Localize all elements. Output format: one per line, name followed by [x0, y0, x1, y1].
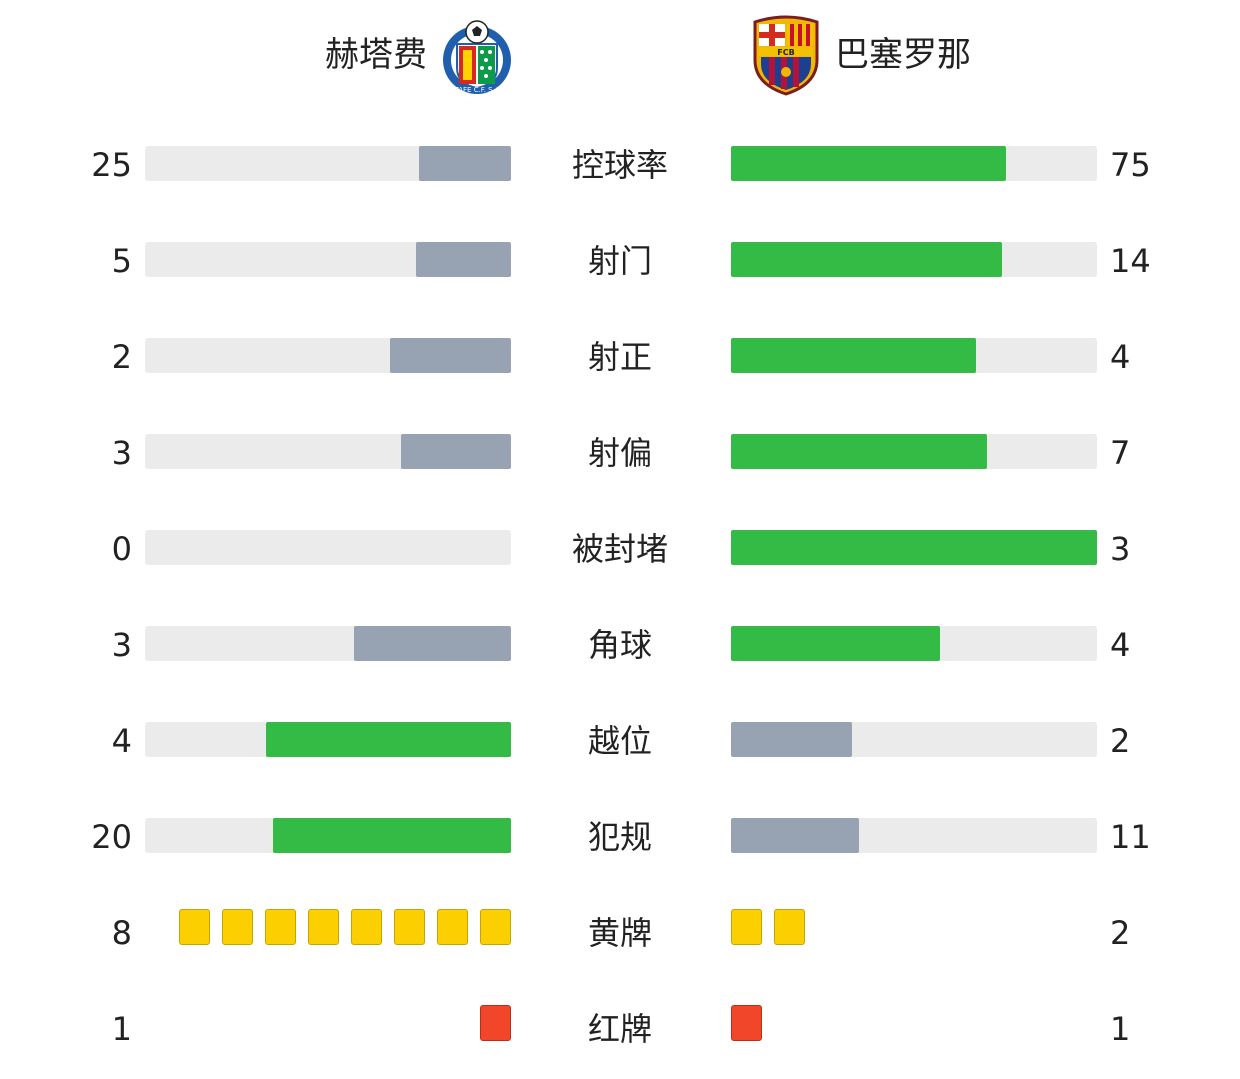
stat-row: 5 射门 14 [0, 211, 1240, 307]
home-stat-value: 3 [111, 626, 132, 664]
fc-barcelona-crest-icon: FCB [749, 14, 823, 96]
home-stat-bar-fill [401, 434, 511, 469]
stat-label: 控球率 [571, 146, 668, 184]
yellow-card-icon [480, 909, 511, 945]
home-stat-value: 25 [91, 146, 132, 184]
away-stat-value: 11 [1110, 818, 1151, 856]
yellow-card-icon [265, 909, 296, 945]
home-stat-bar-fill [266, 722, 511, 757]
home-team-name: 赫塔费 [325, 35, 427, 75]
away-stat-bar-fill [731, 818, 859, 853]
home-stat-bar [145, 242, 511, 277]
home-stat-bar-fill [419, 146, 511, 181]
away-red-card-count: 1 [1110, 1010, 1131, 1048]
stat-label: 角球 [587, 626, 652, 664]
match-header: 赫塔费 GETAFE C.F. S.A.D. [0, 0, 1240, 110]
home-stat-bar [145, 530, 511, 565]
home-stat-bar-fill [273, 818, 511, 853]
home-yellow-card-count: 8 [111, 914, 132, 952]
away-stat-bar [731, 722, 1097, 757]
yellow-card-icon [437, 909, 468, 945]
home-stat-value: 2 [111, 338, 132, 376]
away-stat-bar [731, 530, 1097, 565]
home-yellow-cards [179, 909, 511, 949]
red-card-row: 1 红牌 1 [0, 979, 1240, 1075]
away-stat-value: 75 [1110, 146, 1151, 184]
getafe-crest-icon: GETAFE C.F. S.A.D. [440, 18, 514, 96]
away-stat-bar-fill [731, 146, 1006, 181]
home-stat-bar-fill [416, 242, 511, 277]
red-card-icon [480, 1005, 511, 1041]
away-stat-bar [731, 242, 1097, 277]
away-yellow-card-count: 2 [1110, 914, 1131, 952]
stat-row: 25 控球率 75 [0, 115, 1240, 211]
stat-label: 越位 [587, 722, 652, 760]
home-stat-value: 20 [91, 818, 132, 856]
home-stat-value: 3 [111, 434, 132, 472]
home-stat-bar-fill [390, 338, 511, 373]
yellow-card-icon [394, 909, 425, 945]
away-stat-value: 14 [1110, 242, 1151, 280]
yellow-card-icon [308, 909, 339, 945]
yellow-card-icon [351, 909, 382, 945]
stat-row: 3 角球 4 [0, 595, 1240, 691]
away-yellow-cards [731, 909, 805, 949]
home-stat-bar [145, 338, 511, 373]
svg-text:GETAFE C.F. S.A.D.: GETAFE C.F. S.A.D. [445, 86, 510, 94]
home-stat-value: 5 [111, 242, 132, 280]
away-stat-bar-fill [731, 722, 852, 757]
yellow-card-icon [731, 909, 762, 945]
stat-label: 犯规 [587, 818, 652, 856]
away-stat-bar-fill [731, 338, 976, 373]
away-stat-bar [731, 146, 1097, 181]
away-stat-bar [731, 626, 1097, 661]
away-stat-value: 4 [1110, 338, 1131, 376]
stat-label: 被封堵 [571, 530, 668, 568]
stat-label: 射正 [587, 338, 652, 376]
away-stat-value: 3 [1110, 530, 1131, 568]
home-red-card-count: 1 [111, 1010, 132, 1048]
away-stat-bar [731, 338, 1097, 373]
stat-row: 2 射正 4 [0, 307, 1240, 403]
red-card-icon [731, 1005, 762, 1041]
away-red-cards [731, 1005, 762, 1045]
away-stat-value: 2 [1110, 722, 1131, 760]
yellow-card-icon [179, 909, 210, 945]
card-label: 黄牌 [587, 914, 652, 952]
card-label: 红牌 [587, 1010, 652, 1048]
home-stat-value: 0 [111, 530, 132, 568]
yellow-card-row: 8 黄牌 2 [0, 883, 1240, 979]
stat-row: 4 越位 2 [0, 691, 1240, 787]
yellow-card-icon [222, 909, 253, 945]
away-stat-bar-fill [731, 626, 940, 661]
away-stat-bar-fill [731, 434, 987, 469]
home-stat-bar [145, 722, 511, 757]
stat-label: 射门 [587, 242, 652, 280]
away-stat-bar [731, 818, 1097, 853]
svg-text:FCB: FCB [777, 48, 794, 57]
home-stat-value: 4 [111, 722, 132, 760]
home-red-cards [480, 1005, 511, 1045]
home-stat-bar [145, 434, 511, 469]
home-stat-bar [145, 146, 511, 181]
stat-row: 3 射偏 7 [0, 403, 1240, 499]
home-stat-bar [145, 626, 511, 661]
home-stat-bar-fill [354, 626, 511, 661]
away-team-name: 巴塞罗那 [835, 35, 971, 75]
home-stat-bar [145, 818, 511, 853]
yellow-card-icon [774, 909, 805, 945]
stat-row: 20 犯规 11 [0, 787, 1240, 883]
stat-label: 射偏 [587, 434, 652, 472]
away-stat-value: 7 [1110, 434, 1131, 472]
away-stat-bar-fill [731, 530, 1097, 565]
away-stat-bar-fill [731, 242, 1002, 277]
stats-table: 25 控球率 75 5 射门 14 2 射正 4 3 射偏 7 0 被封堵 3 3 角球 4 4 越位 2 20 犯规 11 8… [0, 115, 1240, 1075]
away-stat-value: 4 [1110, 626, 1131, 664]
stat-row: 0 被封堵 3 [0, 499, 1240, 595]
away-stat-bar [731, 434, 1097, 469]
